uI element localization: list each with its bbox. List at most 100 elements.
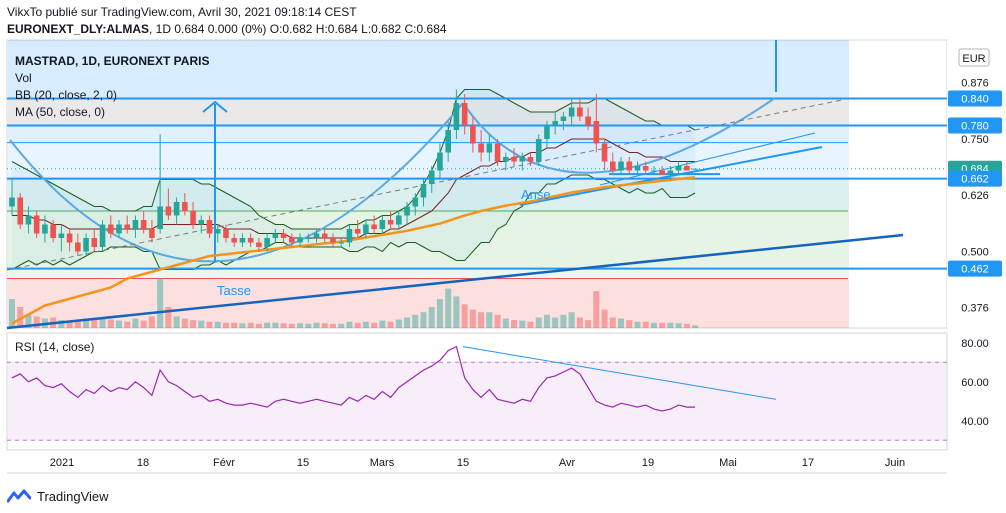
candle-body bbox=[684, 166, 690, 171]
volume-bar bbox=[585, 320, 592, 328]
candle bbox=[552, 112, 558, 135]
price-tick-label: 0.626 bbox=[961, 190, 989, 202]
volume-bar bbox=[255, 323, 262, 328]
volume-bar bbox=[642, 321, 649, 328]
volume-bar bbox=[420, 312, 427, 328]
legend-vol: Vol bbox=[15, 71, 32, 85]
candle-body bbox=[667, 170, 674, 175]
cup-arc bbox=[9, 102, 464, 263]
candle bbox=[132, 215, 139, 238]
candle-body bbox=[585, 116, 591, 126]
candle bbox=[486, 134, 493, 162]
candle bbox=[412, 193, 419, 216]
bb-lower-line bbox=[11, 174, 696, 270]
candle bbox=[527, 152, 534, 166]
candle bbox=[428, 166, 435, 193]
candle-body bbox=[511, 157, 517, 162]
candle-body bbox=[453, 103, 460, 130]
candle bbox=[675, 161, 682, 175]
candle-body bbox=[321, 233, 328, 238]
candle-body bbox=[486, 143, 493, 153]
x-tick-label: Avr bbox=[559, 457, 576, 469]
candle-body bbox=[379, 220, 386, 229]
legend-ma: MA (50, close, 0) bbox=[15, 105, 106, 119]
candle-body bbox=[445, 130, 451, 153]
candle-body bbox=[560, 116, 567, 121]
volume-bar bbox=[675, 323, 682, 328]
candle-body bbox=[256, 242, 262, 247]
candle-body bbox=[354, 229, 361, 234]
candle bbox=[9, 179, 15, 216]
candle bbox=[83, 233, 89, 256]
candle-body bbox=[461, 103, 468, 126]
candle-body bbox=[593, 121, 600, 144]
volume-bar bbox=[222, 322, 229, 328]
candle-body bbox=[527, 157, 534, 162]
symbol-values: , 1D 0.684 0.000 (0%) O:0.682 H:0.684 L:… bbox=[149, 22, 447, 36]
candle bbox=[503, 152, 509, 171]
volume-bar bbox=[239, 323, 246, 328]
candle-body bbox=[478, 143, 484, 153]
candle bbox=[577, 98, 583, 121]
support-trendline bbox=[519, 146, 823, 206]
volume-bar bbox=[83, 318, 90, 328]
candle-body bbox=[642, 166, 649, 171]
price-badge-label: 0.780 bbox=[961, 121, 989, 133]
candle-body bbox=[428, 170, 435, 184]
candle bbox=[272, 229, 279, 243]
volume-bar bbox=[173, 316, 180, 328]
candle-body bbox=[173, 202, 180, 216]
footer[interactable]: TradingView bbox=[7, 487, 109, 505]
candle bbox=[66, 229, 73, 252]
zone-1 bbox=[8, 98, 849, 126]
volume-bar bbox=[618, 318, 625, 328]
rsi-tick-label: 60.00 bbox=[961, 377, 989, 389]
candle bbox=[593, 94, 600, 153]
volume-bar bbox=[9, 299, 15, 328]
volume-bar bbox=[576, 317, 583, 328]
candle bbox=[25, 206, 32, 234]
candle-body bbox=[206, 220, 213, 234]
price-badge-label: 0.840 bbox=[961, 94, 989, 106]
volume-bar bbox=[626, 320, 633, 328]
price-tick-label: 0.500 bbox=[961, 247, 989, 259]
candle-body bbox=[132, 220, 139, 229]
volume-bar bbox=[198, 320, 205, 328]
zone-4 bbox=[8, 178, 849, 211]
candle-body bbox=[535, 139, 542, 162]
candle bbox=[626, 157, 633, 175]
rsi-tick-label: 40.00 bbox=[961, 416, 989, 428]
candle-body bbox=[519, 157, 526, 162]
volume-bar bbox=[428, 306, 435, 328]
x-tick-label: Mars bbox=[370, 457, 395, 469]
candle bbox=[305, 233, 312, 243]
candle bbox=[214, 224, 221, 243]
candle bbox=[280, 229, 287, 243]
candle-body bbox=[231, 238, 238, 243]
candle-body bbox=[116, 224, 122, 234]
candle-body bbox=[272, 233, 279, 238]
volume-bar bbox=[272, 322, 279, 328]
x-tick-label: 19 bbox=[642, 457, 654, 469]
volume-bar bbox=[667, 322, 674, 328]
volume-bar bbox=[560, 314, 567, 328]
price-tick-label: 0.876 bbox=[961, 77, 989, 89]
candle-body bbox=[692, 168, 698, 170]
volume-bar bbox=[461, 304, 468, 328]
candle bbox=[198, 215, 205, 234]
volume-bar bbox=[387, 321, 394, 328]
candle-body bbox=[182, 202, 188, 211]
candle bbox=[651, 166, 657, 175]
candle-body bbox=[346, 229, 353, 243]
x-tick-label: 15 bbox=[457, 457, 469, 469]
candle bbox=[99, 220, 106, 252]
support-trendline-2 bbox=[599, 132, 816, 186]
volume-bar bbox=[453, 296, 460, 328]
candle-body bbox=[634, 166, 641, 171]
volume-bar bbox=[17, 306, 24, 328]
volume-bar bbox=[412, 314, 419, 328]
candle bbox=[330, 233, 336, 247]
annotation-anse: Anse bbox=[521, 187, 551, 202]
candle bbox=[239, 233, 246, 247]
